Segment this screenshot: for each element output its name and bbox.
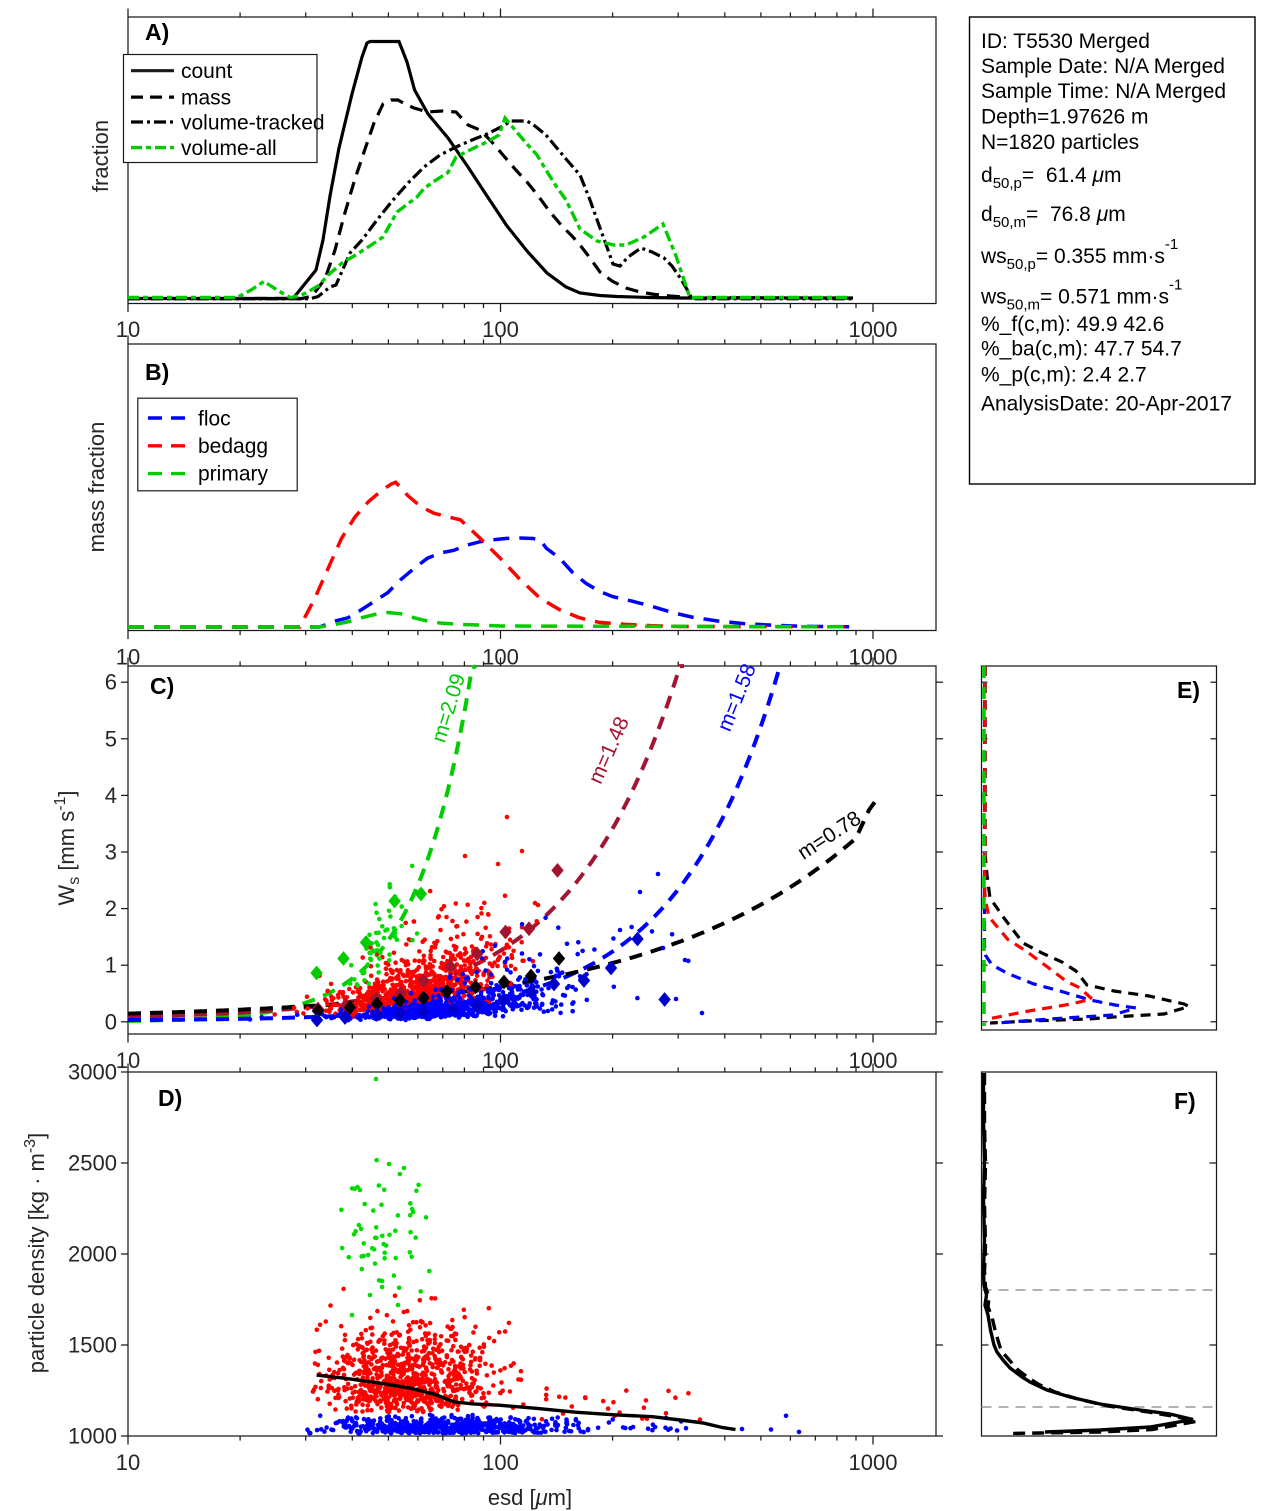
svg-text:floc: floc xyxy=(198,408,231,431)
svg-text:esd [μm]: esd [μm] xyxy=(488,1485,572,1510)
svg-text:10: 10 xyxy=(116,317,140,342)
svg-text:%_p(c,m): 2.4 2.7: %_p(c,m): 2.4 2.7 xyxy=(981,363,1147,386)
svg-text:3: 3 xyxy=(105,840,117,865)
svg-text:C): C) xyxy=(150,673,174,699)
svg-text:10: 10 xyxy=(116,645,140,670)
svg-text:F): F) xyxy=(1174,1088,1196,1114)
svg-text:%_ba(c,m): 47.7 54.7: %_ba(c,m): 47.7 54.7 xyxy=(981,338,1182,361)
svg-text:A): A) xyxy=(145,19,169,45)
svg-text:%_f(c,m): 49.9 42.6: %_f(c,m): 49.9 42.6 xyxy=(981,313,1164,336)
svg-text:volume-tracked: volume-tracked xyxy=(181,112,325,135)
svg-text:1000: 1000 xyxy=(68,1424,117,1449)
svg-text:2000: 2000 xyxy=(68,1242,117,1267)
svg-text:2: 2 xyxy=(105,896,117,921)
svg-text:2500: 2500 xyxy=(68,1151,117,1176)
svg-text:10: 10 xyxy=(116,1048,140,1073)
svg-text:1000: 1000 xyxy=(849,1450,898,1475)
svg-text:Sample Time: N/A Merged: Sample Time: N/A Merged xyxy=(981,80,1226,103)
svg-text:100: 100 xyxy=(482,1048,519,1073)
svg-text:particle density [kg · m-3]: particle density [kg · m-3] xyxy=(22,1133,49,1373)
svg-text:Depth=1.97626 m: Depth=1.97626 m xyxy=(981,106,1149,129)
svg-text:ID: T5530 Merged: ID: T5530 Merged xyxy=(981,30,1150,53)
svg-text:1000: 1000 xyxy=(849,317,898,342)
svg-text:E): E) xyxy=(1177,677,1200,703)
svg-text:fraction: fraction xyxy=(88,120,113,192)
svg-text:D): D) xyxy=(158,1085,182,1111)
svg-text:bedagg: bedagg xyxy=(198,435,268,458)
svg-text:5: 5 xyxy=(105,726,117,751)
svg-text:primary: primary xyxy=(198,463,269,486)
svg-text:Sample Date: N/A Merged: Sample Date: N/A Merged xyxy=(981,55,1225,78)
svg-text:1000: 1000 xyxy=(849,1048,898,1073)
svg-text:1500: 1500 xyxy=(68,1333,117,1358)
svg-text:3000: 3000 xyxy=(68,1060,117,1085)
svg-text:100: 100 xyxy=(482,645,519,670)
svg-text:0: 0 xyxy=(105,1009,117,1034)
svg-text:mass fraction: mass fraction xyxy=(84,422,109,553)
svg-text:volume-all: volume-all xyxy=(181,137,277,160)
svg-text:10: 10 xyxy=(116,1450,140,1475)
svg-text:4: 4 xyxy=(105,783,117,808)
svg-text:N=1820 particles: N=1820 particles xyxy=(981,131,1139,154)
svg-text:6: 6 xyxy=(105,670,117,695)
svg-text:mass: mass xyxy=(181,87,231,110)
svg-text:100: 100 xyxy=(482,317,519,342)
svg-text:1000: 1000 xyxy=(849,645,898,670)
svg-text:Ws [mm s-1]: Ws [mm s-1] xyxy=(52,790,83,905)
svg-text:AnalysisDate: 20-Apr-2017: AnalysisDate: 20-Apr-2017 xyxy=(981,393,1232,416)
svg-text:count: count xyxy=(181,60,233,83)
svg-text:100: 100 xyxy=(482,1450,519,1475)
svg-text:1: 1 xyxy=(105,953,117,978)
svg-text:B): B) xyxy=(145,359,169,385)
